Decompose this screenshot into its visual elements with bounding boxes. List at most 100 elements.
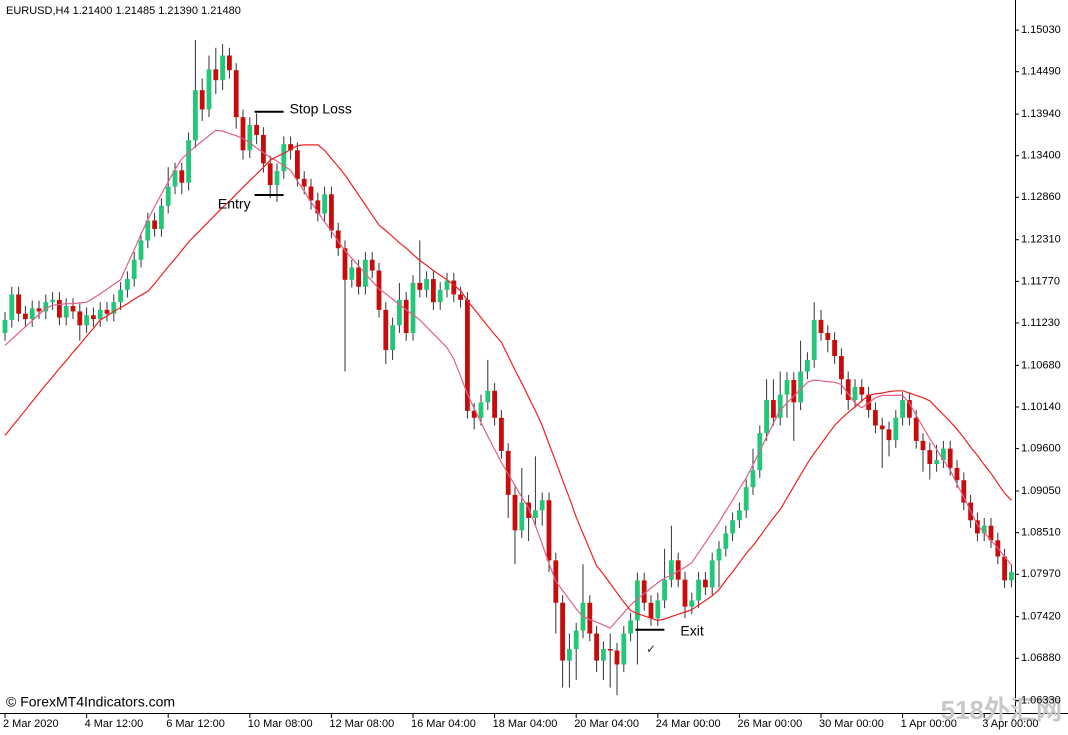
candle-body (614, 650, 620, 665)
candle-body (131, 259, 137, 280)
candle-body (567, 649, 572, 661)
candle-body (220, 55, 225, 81)
candle-body (118, 289, 123, 303)
candle-body (737, 510, 742, 521)
candle-body (403, 299, 409, 333)
candle-body (852, 386, 858, 401)
candle-body (682, 579, 688, 607)
candle-body (539, 500, 545, 511)
candle-body (805, 359, 810, 372)
candle-body (859, 386, 865, 395)
candle-body (63, 306, 69, 318)
x-tick-label: 3 Apr 00:00 (982, 718, 1038, 730)
candle-body (77, 311, 83, 326)
candle-body (988, 525, 994, 541)
candle-body (424, 279, 429, 290)
candle-body (907, 400, 912, 418)
candle-body (621, 633, 627, 665)
candle-body (913, 417, 919, 441)
candle-body (254, 124, 259, 135)
candle-body (941, 448, 946, 461)
candle-body (397, 299, 402, 326)
candle-body (335, 230, 341, 249)
candle-body (179, 170, 185, 183)
candle-body (703, 579, 708, 588)
candle-body (444, 280, 450, 290)
candle-body (437, 289, 443, 303)
candle-body (675, 560, 681, 580)
candle-body (818, 319, 824, 333)
candle-body (16, 294, 21, 314)
candle-body (417, 282, 423, 290)
candle-body (84, 315, 89, 326)
x-tick-label: 30 Mar 00:00 (819, 718, 884, 730)
candle-body (206, 69, 212, 110)
candle-body (29, 308, 35, 320)
corner-watermark: 518外汇网 (941, 695, 1062, 725)
check-mark: ✓ (646, 642, 656, 656)
candle-body (784, 380, 790, 395)
candle-body (485, 390, 491, 403)
candle-body (777, 394, 783, 418)
candle-body (533, 510, 538, 518)
candle-body (771, 400, 776, 418)
candle-body (927, 450, 933, 465)
y-tick-label: 1.10680 (1021, 359, 1061, 371)
candle-body (186, 140, 191, 183)
candle-body (471, 410, 477, 418)
x-tick-label: 16 Mar 04:00 (411, 718, 476, 730)
moving-average-line (4, 129, 1012, 629)
x-tick-label: 10 Mar 08:00 (248, 718, 313, 730)
y-tick-label: 1.11770 (1021, 275, 1060, 287)
candle-body (342, 248, 348, 280)
candle-body (811, 319, 817, 360)
y-tick-label: 1.14490 (1021, 66, 1061, 78)
candle-body (635, 580, 640, 621)
candle-body (526, 502, 531, 518)
candle-body (546, 500, 552, 561)
y-tick-label: 1.09050 (1021, 485, 1061, 497)
candle-body (349, 267, 355, 280)
candle-body (954, 467, 960, 481)
candle-body (50, 299, 55, 303)
candle-body (873, 410, 878, 426)
candle-body (410, 282, 416, 333)
candle-body (696, 579, 701, 601)
candle-body (43, 302, 49, 312)
candle-body (920, 440, 926, 451)
x-tick-label: 26 Mar 00:00 (737, 718, 802, 730)
candle-body (723, 533, 729, 549)
x-tick-label: 1 Apr 00:00 (901, 718, 957, 730)
candle-body (281, 144, 287, 172)
candle-body (832, 339, 837, 357)
y-tick-label: 1.07420 (1021, 611, 1061, 623)
candle-body (886, 429, 892, 441)
candle-body (689, 600, 695, 607)
candle-body (499, 417, 504, 451)
candle-body (607, 649, 613, 651)
candle-body (587, 602, 593, 634)
candle-body (97, 309, 103, 320)
x-tick-label: 24 Mar 00:00 (656, 718, 721, 730)
candle-body (451, 280, 457, 295)
candle-body (825, 332, 831, 340)
candle-body (91, 315, 96, 320)
candle-body (301, 178, 307, 187)
candle-body (893, 417, 899, 441)
candle-body (791, 380, 797, 403)
candle-body (478, 402, 484, 418)
y-tick-label: 1.12860 (1021, 191, 1061, 203)
candle-body (458, 294, 463, 300)
x-tick-label: 18 Mar 04:00 (493, 718, 558, 730)
candle-body (125, 279, 130, 290)
watermark: © ForexMT4Indicators.com (6, 694, 175, 710)
candle-body (227, 55, 232, 71)
moving-average-line (4, 144, 1012, 622)
candle-body (669, 560, 674, 580)
candle-body (193, 90, 198, 141)
candle-body (322, 194, 327, 214)
candle-body (9, 294, 15, 320)
candle-body (145, 220, 151, 241)
candle-body (601, 649, 606, 661)
candle-body (390, 325, 395, 350)
